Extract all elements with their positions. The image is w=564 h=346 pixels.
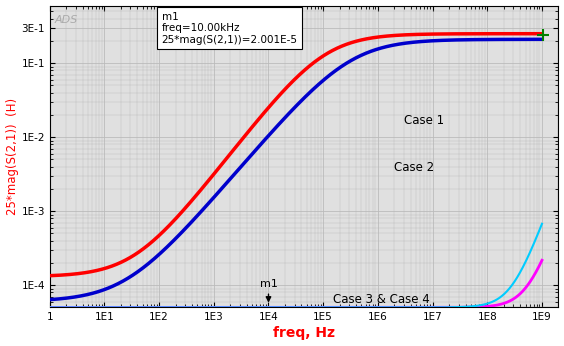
Text: Case 1: Case 1 bbox=[404, 114, 444, 127]
Text: m1
freq=10.00kHz
25*mag(S(2,1))=2.001E-5: m1 freq=10.00kHz 25*mag(S(2,1))=2.001E-5 bbox=[162, 12, 298, 45]
Text: m1: m1 bbox=[259, 279, 277, 301]
X-axis label: freq, Hz: freq, Hz bbox=[273, 326, 335, 340]
Text: ADS: ADS bbox=[55, 15, 78, 25]
Text: Case 3 & Case 4: Case 3 & Case 4 bbox=[333, 293, 430, 306]
Y-axis label: 25*mag(S(2,1))  (H): 25*mag(S(2,1)) (H) bbox=[6, 98, 19, 215]
Text: Case 2: Case 2 bbox=[394, 161, 434, 174]
